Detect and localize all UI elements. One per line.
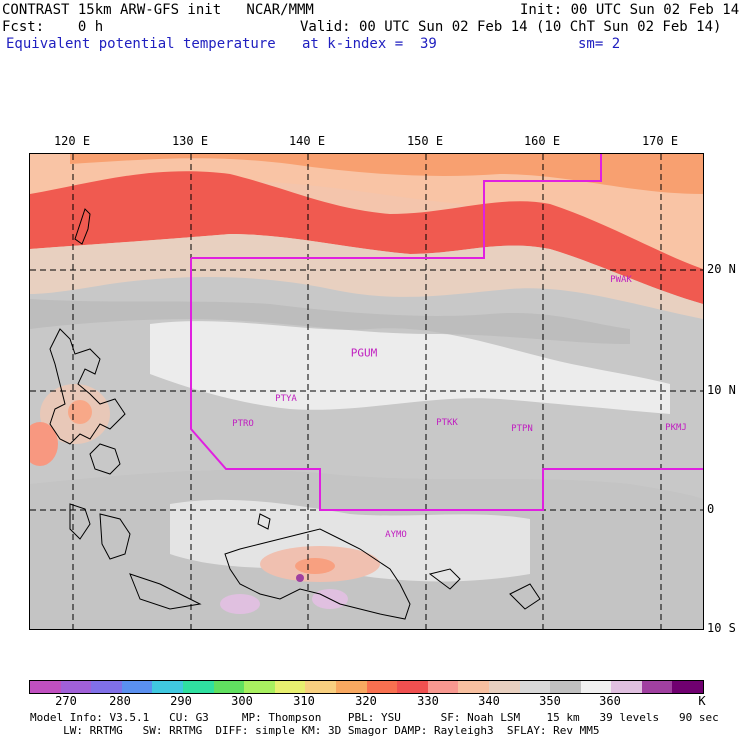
header-title: CONTRAST 15km ARW-GFS init NCAR/MMM	[2, 2, 314, 18]
colorbar-swatch	[580, 681, 612, 693]
colorbar-label-280: 280	[109, 694, 131, 708]
band-top-orange	[70, 154, 703, 194]
station-ptro: PTRO	[232, 419, 254, 429]
patch-philippines-hot	[68, 400, 92, 424]
colorbar-label-320: 320	[355, 694, 377, 708]
colorbar-label-270: 270	[55, 694, 77, 708]
colorbar-swatch	[152, 681, 183, 693]
colorbar-swatch	[641, 681, 673, 693]
fir-boundary	[190, 154, 703, 511]
station-pkmj: PKMJ	[665, 423, 687, 433]
colorbar-swatch	[335, 681, 367, 693]
colorbar-swatch	[458, 681, 489, 693]
station-ptkk: PTKK	[436, 418, 458, 428]
colorbar-swatch	[121, 681, 153, 693]
graticule	[30, 154, 703, 629]
smoothing: sm= 2	[578, 36, 621, 52]
band-tan	[30, 234, 703, 319]
coastlines	[49, 208, 541, 620]
colorbar-swatch	[427, 681, 459, 693]
station-aymo: AYMO	[385, 530, 407, 540]
patch-white-south	[170, 499, 530, 582]
colorbar-swatch	[366, 681, 398, 693]
field-name: Equivalent potential temperature	[6, 36, 276, 52]
lat-label-10s: 10 S	[707, 621, 736, 635]
colorbar-swatch	[91, 681, 122, 693]
lon-label-140: 140 E	[288, 134, 326, 148]
header-init: Init: 00 UTC Sun 02 Feb 14	[520, 2, 740, 18]
lon-label-120: 120 E	[53, 134, 91, 148]
lon-label-130: 130 E	[171, 134, 209, 148]
colorbar-label-350: 350	[539, 694, 561, 708]
colorbar-label-330: 330	[417, 694, 439, 708]
lat-label-20n: 20 N	[707, 262, 736, 276]
colorbar-label-310: 310	[293, 694, 315, 708]
colorbar-swatch	[213, 681, 245, 693]
header-valid: Valid: 00 UTC Sun 02 Feb 14 (10 ChT Sun …	[300, 19, 722, 35]
lon-label-150: 150 E	[406, 134, 444, 148]
model-info-line2: LW: RRTMG SW: RRTMG DIFF: simple KM: 3D …	[30, 724, 600, 737]
colorbar-swatch	[182, 681, 214, 693]
patch-grey-north	[30, 299, 630, 344]
lat-label-10n: 10 N	[707, 383, 736, 397]
colorbar-swatch	[305, 681, 336, 693]
lon-label-170: 170 E	[641, 134, 679, 148]
colorbar	[29, 680, 704, 694]
colorbar-swatch	[397, 681, 428, 693]
colorbar-swatch	[274, 681, 306, 693]
colorbar-swatch	[244, 681, 275, 693]
lat-label-0: 0	[707, 502, 715, 516]
colorbar-units: K	[698, 694, 706, 708]
colorbar-swatch	[519, 681, 551, 693]
station-ptpn: PTPN	[511, 424, 533, 434]
theta-e-field	[30, 154, 703, 629]
map-panel: PWAK PGUM PTYA PTRO PTKK PTPN PKMJ AYMO	[29, 153, 704, 630]
patch-mindanao	[30, 422, 58, 466]
station-pwak: PWAK	[610, 275, 632, 285]
model-info-line1: Model Info: V3.5.1 CU: G3 MP: Thompson P…	[30, 711, 719, 724]
lon-label-160: 160 E	[523, 134, 561, 148]
colorbar-swatch	[611, 681, 642, 693]
colorbar-swatch	[488, 681, 520, 693]
colorbar-label-340: 340	[478, 694, 500, 708]
station-pgum: PGUM	[350, 346, 378, 360]
colorbar-swatch	[60, 681, 92, 693]
colorbar-label-300: 300	[231, 694, 253, 708]
band-red	[30, 171, 703, 304]
colorbar-swatch	[550, 681, 581, 693]
patch-newguinea-peak	[295, 558, 335, 574]
colorbar-swatch	[672, 681, 704, 693]
station-ptya: PTYA	[275, 394, 297, 404]
colorbar-swatch	[30, 681, 61, 693]
colorbar-label-360: 360	[599, 694, 621, 708]
field-level: at k-index = 39	[302, 36, 437, 52]
colorbar-label-290: 290	[170, 694, 192, 708]
header-forecast: Fcst: 0 h	[2, 19, 104, 35]
patch-purple-dark	[296, 574, 304, 582]
patch-purple-1	[220, 594, 260, 614]
